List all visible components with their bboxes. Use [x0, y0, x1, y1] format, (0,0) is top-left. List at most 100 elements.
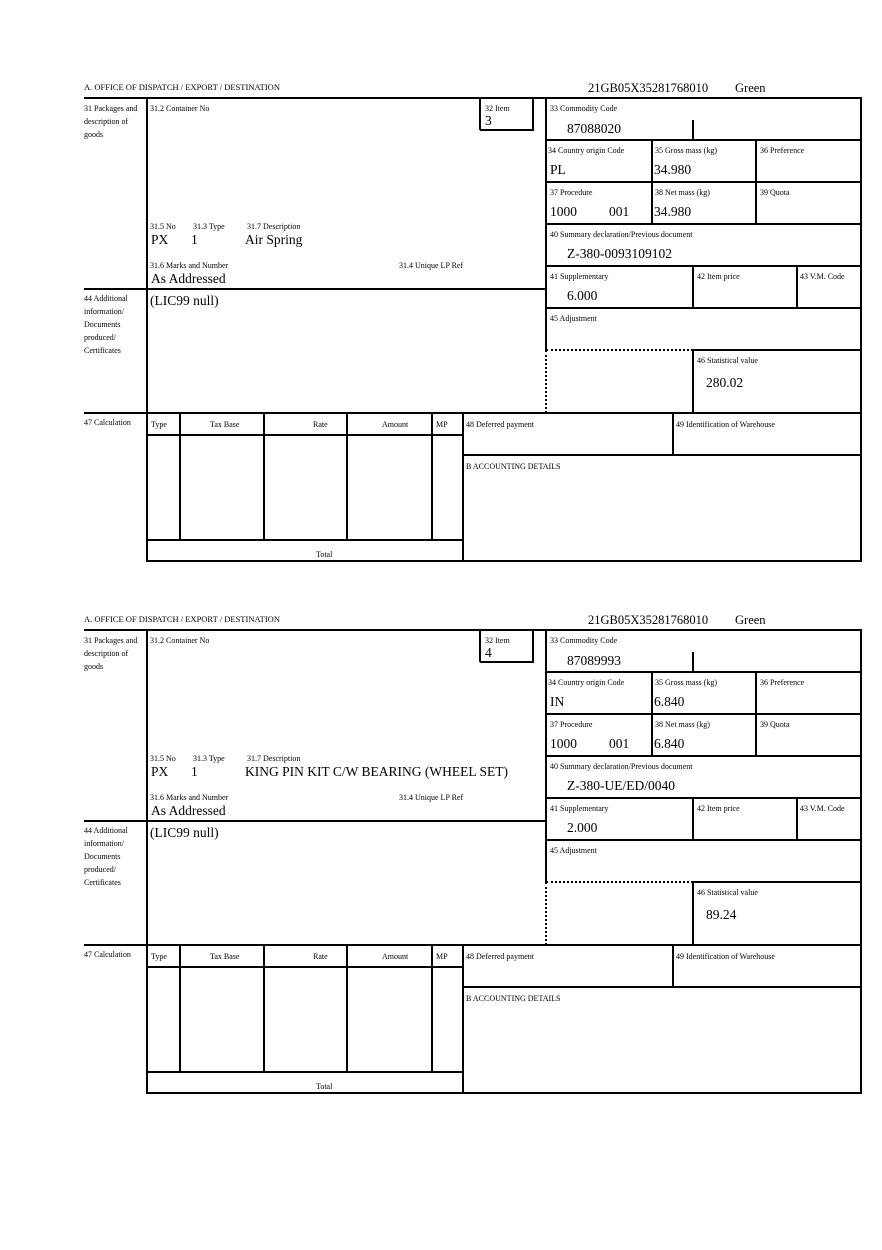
unique-lp-ref-label: 31.4 Unique LP Ref: [399, 793, 464, 802]
adjustment-label: 45 Adjustment: [550, 846, 597, 855]
deferred-payment-label: 48 Deferred payment: [466, 420, 534, 429]
net-mass-value: 6.840: [654, 736, 685, 751]
rule: [532, 630, 534, 662]
rule: [546, 181, 862, 183]
marks-label: 31.6 Marks and Number: [150, 793, 229, 802]
rule: [146, 98, 148, 562]
declaration-reference: 21GB05X35281768010: [588, 81, 709, 95]
rule: [546, 307, 862, 309]
additional-info-label: 44 Additional information/ Documents pro…: [84, 826, 128, 887]
type-value: 1: [191, 232, 198, 247]
country-origin-value: PL: [550, 162, 566, 177]
calc-mp-header: MP: [436, 952, 448, 961]
rule: [672, 945, 674, 987]
rule: [546, 265, 862, 267]
summary-declaration-value: Z-380-UE/ED/0040: [567, 778, 675, 793]
rule: [263, 413, 265, 540]
statistical-value-value: 89.24: [706, 907, 737, 922]
accounting-details-label: B ACCOUNTING DETAILS: [466, 462, 561, 471]
supplementary-value: 6.000: [567, 288, 598, 303]
commodity-code-value: 87089993: [567, 653, 621, 668]
no-label: 31.5 No: [150, 222, 176, 231]
calc-tax-base-header: Tax Base: [210, 420, 240, 429]
unique-lp-ref-label: 31.4 Unique LP Ref: [399, 261, 464, 270]
container-no-label: 31.2 Container No: [150, 104, 210, 113]
rule: [546, 839, 862, 841]
gross-mass-label: 35 Gross mass (kg): [655, 146, 717, 155]
rule: [263, 945, 265, 1072]
dotted-rule: [546, 349, 693, 351]
rule: [672, 413, 674, 455]
net-mass-label: 38 Net mass (kg): [655, 720, 710, 729]
calc-rate-header: Rate: [313, 952, 328, 961]
rule: [462, 413, 464, 561]
rule: [146, 630, 148, 1094]
rule: [755, 672, 757, 756]
preference-label: 36 Preference: [760, 678, 805, 687]
rule: [84, 944, 862, 946]
no-label: 31.5 No: [150, 754, 176, 763]
supplementary-value: 2.000: [567, 820, 598, 835]
commodity-code-value: 87088020: [567, 121, 621, 136]
rule: [431, 945, 433, 1072]
rule: [179, 945, 181, 1072]
description-label: 31.7 Description: [247, 222, 301, 231]
net-mass-label: 38 Net mass (kg): [655, 188, 710, 197]
additional-info-label: 44 Additional information/ Documents pro…: [84, 294, 128, 355]
rule: [84, 288, 546, 290]
packages-label: 31 Packages and description of goods: [84, 636, 138, 671]
additional-info-value: (LIC99 null): [150, 825, 219, 840]
rule: [346, 413, 348, 540]
rule: [147, 434, 463, 436]
calc-amount-header: Amount: [382, 952, 409, 961]
total-label: Total: [316, 550, 333, 559]
office-heading: A. OFFICE OF DISPATCH / EXPORT / DESTINA…: [84, 614, 280, 624]
statistical-value-label: 46 Statistical value: [697, 356, 758, 365]
preference-label: 36 Preference: [760, 146, 805, 155]
marks-value: As Addressed: [151, 271, 226, 286]
rule: [546, 755, 862, 757]
description-value: KING PIN KIT C/W BEARING (WHEEL SET): [245, 764, 508, 779]
rule: [693, 881, 862, 883]
gross-mass-value: 34.980: [654, 162, 692, 177]
type-label: 31.3 Type: [193, 222, 225, 231]
container-no-label: 31.2 Container No: [150, 636, 210, 645]
rule: [860, 630, 862, 1094]
summary-declaration-value: Z-380-0093109102: [567, 246, 672, 261]
dotted-rule: [545, 882, 547, 945]
net-mass-value: 34.980: [654, 204, 692, 219]
adjustment-label: 45 Adjustment: [550, 314, 597, 323]
rule: [546, 671, 862, 673]
rule: [651, 672, 653, 756]
marks-value: As Addressed: [151, 803, 226, 818]
country-origin-label: 34 Country origin Code: [548, 146, 625, 155]
rule: [480, 661, 534, 663]
vm-code-label: 43 V.M. Code: [800, 804, 845, 813]
declaration-reference: 21GB05X35281768010: [588, 613, 709, 627]
dotted-rule: [545, 350, 547, 413]
rule: [480, 129, 534, 131]
rule: [147, 1071, 463, 1073]
calculation-label: 47 Calculation: [84, 418, 131, 427]
rule: [546, 713, 862, 715]
no-value: PX: [151, 232, 169, 247]
rule: [147, 539, 463, 541]
total-label: Total: [316, 1082, 333, 1091]
warehouse-id-label: 49 Identification of Warehouse: [676, 952, 775, 961]
rule: [147, 560, 862, 562]
item-value: 3: [485, 113, 492, 128]
vm-code-label: 43 V.M. Code: [800, 272, 845, 281]
rule: [692, 798, 694, 840]
rule: [692, 120, 694, 140]
supplementary-label: 41 Supplementary: [550, 272, 609, 281]
summary-declaration-label: 40 Summary declaration/Previous document: [550, 762, 693, 771]
procedure-label: 37 Procedure: [550, 720, 593, 729]
rule: [84, 412, 862, 414]
accounting-details-label: B ACCOUNTING DETAILS: [466, 994, 561, 1003]
calc-type-header: Type: [151, 952, 167, 961]
rule: [546, 139, 862, 141]
supplementary-label: 41 Supplementary: [550, 804, 609, 813]
type-label: 31.3 Type: [193, 754, 225, 763]
marks-label: 31.6 Marks and Number: [150, 261, 229, 270]
dotted-rule: [546, 881, 693, 883]
